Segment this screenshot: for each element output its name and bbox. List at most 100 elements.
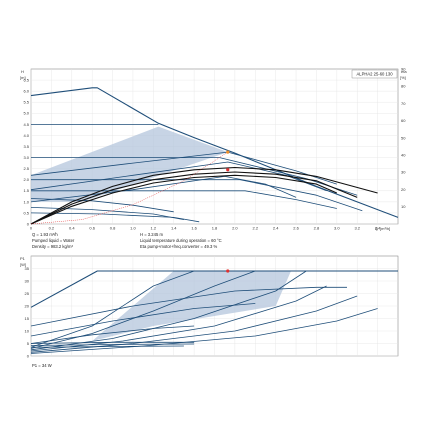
eta-y-tick-label: 60 <box>401 118 406 123</box>
power-curve-sweep-6 <box>30 308 378 354</box>
power-y-tick-label: 10 <box>25 328 30 333</box>
head-x-tick-label: 2.6 <box>293 226 299 231</box>
head-y-tick-label: 3.5 <box>23 144 29 149</box>
head-y-tick-label: 4.5 <box>23 122 29 127</box>
head-chart-operating-points <box>226 150 230 172</box>
head-chart-x-ticks: 0 0.2 0.4 0.6 0.8 1.0 1.2 1.4 1.6 1.8 2.0 2.2 2.4 2.6… <box>30 226 381 231</box>
eta-y-tick-label: 20 <box>401 187 406 192</box>
head-y-tick-label: 6.0 <box>23 89 29 94</box>
duty-point-info: Q = 1.93 m³/h Pumped liquid = Water Dens… <box>32 232 222 249</box>
head-curve-system-14 <box>30 151 228 225</box>
eta-y-tick-label: 80 <box>401 84 406 89</box>
head-y-tick-label: 1.5 <box>23 188 29 193</box>
head-curve-prop-6 <box>30 161 327 192</box>
info-head: H = 3.245 m <box>140 232 163 237</box>
info-density: Density = 983.2 kg/m³ <box>32 244 73 249</box>
head-curve-low-10 <box>30 212 200 223</box>
head-x-tick-label: 2.8 <box>314 226 320 231</box>
head-x-tick-label: 3.2 <box>354 226 360 231</box>
power-chart-operating-points <box>226 269 230 273</box>
info-power: P1 = 34 W <box>32 363 52 368</box>
power-curve-sweep-2 <box>30 270 256 349</box>
head-operating-point-duty <box>226 150 230 154</box>
head-chart-y-ticks: 0 0.5 1.0 1.5 2.0 2.5 3.0 3.5 4.0 4.5 5.0 5.5 6.0 6.5 <box>23 77 29 226</box>
head-x-tick-label: 0 <box>30 226 33 231</box>
power-curve-top-0 <box>30 270 398 308</box>
head-x-tick-label: 0.8 <box>110 226 116 231</box>
head-y-tick-label: 0.5 <box>23 210 29 215</box>
eta-y-tick-label: 30 <box>401 170 406 175</box>
flow-axis-label: Q <box>375 226 378 231</box>
power-chart-y-ticks: 0 5 10 15 20 25 30 35 <box>25 266 30 359</box>
head-y-tick-label: 1.0 <box>23 199 29 204</box>
head-curve-eta-13 <box>30 174 338 225</box>
head-x-tick-label: 3.4 <box>375 226 381 231</box>
head-x-tick-label: 1.4 <box>171 226 177 231</box>
power-y-tick-label: 15 <box>25 316 30 321</box>
eta-y-tick-label: 70 <box>401 101 406 106</box>
power-y-tick-label: 30 <box>25 278 30 283</box>
power-curve-low-11 <box>30 343 195 346</box>
power-curve-sweep-3 <box>30 270 307 351</box>
power-y-tick-label: 35 <box>25 266 30 271</box>
eta-y-tick-label: 50 <box>401 135 406 140</box>
head-y-tick-label: 3.0 <box>23 155 29 160</box>
head-y-tick-label: 6.5 <box>23 77 29 82</box>
chart-title: ALPHA2 25-60 130 <box>356 72 393 77</box>
head-y-tick-label: 2.5 <box>23 166 29 171</box>
head-axis-label: H <box>21 69 24 74</box>
head-x-tick-label: 3.0 <box>334 226 340 231</box>
power-curve-sweep-4 <box>30 285 327 352</box>
head-curve-max-0 <box>30 87 399 218</box>
head-y-tick-label: 5.0 <box>23 111 29 116</box>
power-curve-arc-8 <box>30 303 256 337</box>
head-curve-low-8 <box>30 198 174 213</box>
power-axis-label: P1 <box>20 256 26 261</box>
power-y-tick-label: 25 <box>25 291 30 296</box>
eta-axis-unit: [%] <box>400 75 406 80</box>
power-chart-operating-range <box>92 271 291 341</box>
head-chart-y2-ticks: 10 20 30 40 50 60 70 80 90 <box>401 66 406 209</box>
power-chart: 0 5 10 15 20 25 30 35 P1 [W] <box>20 255 399 359</box>
power-curve-arc-7 <box>30 286 347 327</box>
power-y-tick-label: 20 <box>25 303 30 308</box>
power-curve-low-10 <box>30 341 195 344</box>
power-curve-low-12 <box>30 345 184 348</box>
power-shaded-range <box>92 271 291 341</box>
head-x-tick-label: 2.2 <box>252 226 258 231</box>
eta-y-tick-label: 40 <box>401 153 406 158</box>
power-axis-unit: [W] <box>20 262 26 267</box>
head-x-tick-label: 2.4 <box>273 226 279 231</box>
eta-y-tick-label: 10 <box>401 204 406 209</box>
head-chart: 0 0.2 0.4 0.6 0.8 1.0 1.2 1.4 1.6 1.8 2.0 2.2 2.4 2.6… <box>20 66 407 231</box>
head-curve-flat-4 <box>31 190 337 209</box>
info-efficiency: Eta pump+motor+freq.converter = 49.3 % <box>140 244 217 249</box>
head-x-tick-label: 0.2 <box>49 226 55 231</box>
head-y-tick-label: 0 <box>27 221 30 226</box>
head-y-tick-label: 2.0 <box>23 177 29 182</box>
head-operating-point-eta <box>226 168 230 172</box>
info-flow: Q = 1.93 m³/h <box>32 232 58 237</box>
flow-axis-unit: [m³/h] <box>380 226 390 231</box>
title-box <box>351 69 398 79</box>
head-x-tick-label: 1.6 <box>191 226 197 231</box>
power-y-tick-label: 0 <box>27 353 30 358</box>
head-y-tick-label: 4.0 <box>23 133 29 138</box>
power-curve-arc-9 <box>30 325 195 344</box>
head-x-tick-label: 1.2 <box>151 226 157 231</box>
info-temperature: Liquid temperature during operation = 60… <box>140 238 222 243</box>
head-curve-eta-11 <box>30 166 378 225</box>
head-x-tick-label: 1.0 <box>130 226 136 231</box>
head-x-tick-label: 0.6 <box>89 226 95 231</box>
eta-y-tick-label: 90 <box>401 66 406 71</box>
head-x-tick-label: 2.0 <box>232 226 238 231</box>
head-chart-curves <box>30 87 399 225</box>
power-curve-sweep-1 <box>30 270 195 348</box>
eta-axis-label: eta <box>401 69 407 74</box>
power-y-tick-label: 5 <box>27 341 30 346</box>
head-y-tick-label: 5.5 <box>23 100 29 105</box>
head-x-tick-label: 0.4 <box>69 226 75 231</box>
head-axis-unit: [m] <box>20 75 26 80</box>
head-x-tick-label: 1.8 <box>212 226 218 231</box>
